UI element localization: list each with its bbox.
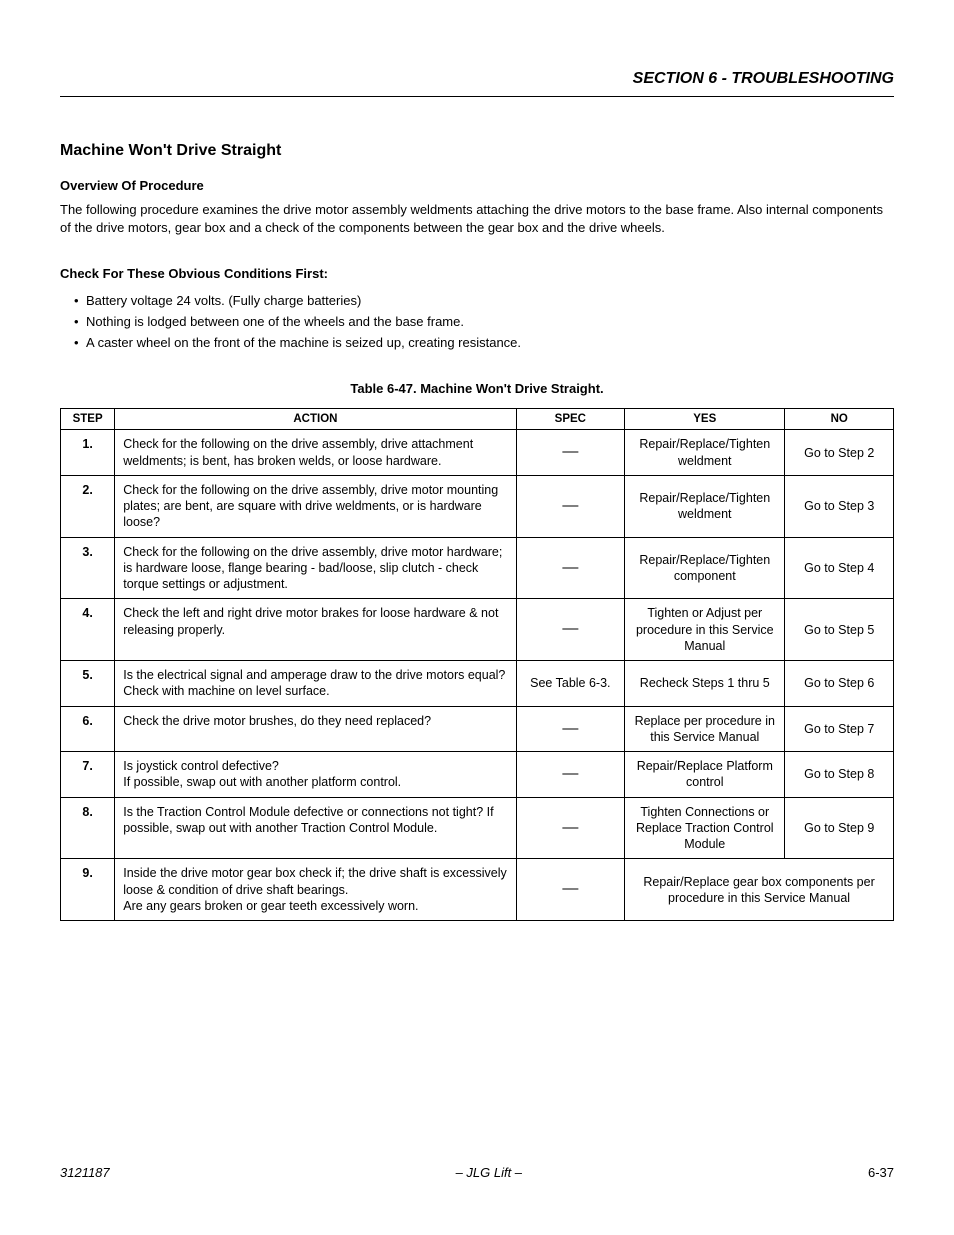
cell-action: Inside the drive motor gear box check if… — [115, 859, 516, 921]
cell-no: Go to Step 8 — [785, 752, 894, 798]
conditions-heading: Check For These Obvious Conditions First… — [60, 266, 894, 281]
cell-step: 6. — [61, 706, 115, 752]
cell-spec: See Table 6-3. — [516, 661, 624, 707]
cell-step: 9. — [61, 859, 115, 921]
cell-spec: — — [516, 475, 624, 537]
overview-text: The following procedure examines the dri… — [60, 201, 894, 236]
cell-spec: — — [516, 859, 624, 921]
condition-item: Nothing is lodged between one of the whe… — [74, 312, 894, 333]
cell-action: Check the left and right drive motor bra… — [115, 599, 516, 661]
col-action-header: ACTION — [115, 409, 516, 430]
col-no-header: NO — [785, 409, 894, 430]
cell-spec: — — [516, 599, 624, 661]
table-row: 5.Is the electrical signal and amperage … — [61, 661, 894, 707]
cell-yes: Replace per procedure in this Service Ma… — [625, 706, 785, 752]
cell-action: Is the Traction Control Module defective… — [115, 797, 516, 859]
col-yes-header: YES — [625, 409, 785, 430]
section-header: SECTION 6 - TROUBLESHOOTING — [60, 70, 894, 88]
cell-step: 8. — [61, 797, 115, 859]
table-header-row: STEP ACTION SPEC YES NO — [61, 409, 894, 430]
footer-center: – JLG Lift – — [60, 1165, 894, 1180]
cell-step: 3. — [61, 537, 115, 599]
cell-no: Go to Step 9 — [785, 797, 894, 859]
col-spec-header: SPEC — [516, 409, 624, 430]
cell-no: Go to Step 3 — [785, 475, 894, 537]
table-row: 4.Check the left and right drive motor b… — [61, 599, 894, 661]
table-row: 1.Check for the following on the drive a… — [61, 430, 894, 476]
cell-yes: Repair/Replace/Tighten weldment — [625, 430, 785, 476]
cell-action: Check for the following on the drive ass… — [115, 430, 516, 476]
page-footer: 3121187 6-37 – JLG Lift – — [60, 1165, 894, 1180]
table-row: 8.Is the Traction Control Module defecti… — [61, 797, 894, 859]
troubleshooting-table: STEP ACTION SPEC YES NO 1.Check for the … — [60, 408, 894, 921]
cell-yes: Recheck Steps 1 thru 5 — [625, 661, 785, 707]
cell-no: Go to Step 5 — [785, 599, 894, 661]
cell-no: Go to Step 4 — [785, 537, 894, 599]
cell-no: Go to Step 6 — [785, 661, 894, 707]
cell-action: Is the electrical signal and amperage dr… — [115, 661, 516, 707]
cell-step: 4. — [61, 599, 115, 661]
table-row: 7.Is joystick control defective? If poss… — [61, 752, 894, 798]
cell-yes: Tighten Connections or Replace Traction … — [625, 797, 785, 859]
cell-spec: — — [516, 797, 624, 859]
cell-no: Go to Step 2 — [785, 430, 894, 476]
cell-yes: Repair/Replace/Tighten weldment — [625, 475, 785, 537]
page-title: Machine Won't Drive Straight — [60, 142, 894, 160]
footer-left: 3121187 — [60, 1165, 110, 1180]
cell-yes-no-merged: Repair/Replace gear box components per p… — [625, 859, 894, 921]
condition-item: Battery voltage 24 volts. (Fully charge … — [74, 291, 894, 312]
table-row: 2.Check for the following on the drive a… — [61, 475, 894, 537]
cell-step: 7. — [61, 752, 115, 798]
cell-spec: — — [516, 430, 624, 476]
cell-action: Is joystick control defective? If possib… — [115, 752, 516, 798]
table-caption: Table 6-47. Machine Won't Drive Straight… — [60, 381, 894, 396]
conditions-list: Battery voltage 24 volts. (Fully charge … — [60, 291, 894, 353]
cell-yes: Repair/Replace Platform control — [625, 752, 785, 798]
cell-spec: — — [516, 537, 624, 599]
overview-heading: Overview Of Procedure — [60, 178, 894, 193]
footer-right: 6-37 — [868, 1165, 894, 1180]
table-body: 1.Check for the following on the drive a… — [61, 430, 894, 921]
table-row: 6.Check the drive motor brushes, do they… — [61, 706, 894, 752]
cell-yes: Repair/Replace/Tighten component — [625, 537, 785, 599]
condition-item: A caster wheel on the front of the machi… — [74, 333, 894, 354]
cell-step: 1. — [61, 430, 115, 476]
cell-spec: — — [516, 752, 624, 798]
table-row: 3.Check for the following on the drive a… — [61, 537, 894, 599]
cell-step: 2. — [61, 475, 115, 537]
cell-action: Check the drive motor brushes, do they n… — [115, 706, 516, 752]
cell-action: Check for the following on the drive ass… — [115, 475, 516, 537]
cell-yes: Tighten or Adjust per procedure in this … — [625, 599, 785, 661]
cell-no: Go to Step 7 — [785, 706, 894, 752]
col-step-header: STEP — [61, 409, 115, 430]
cell-spec: — — [516, 706, 624, 752]
header-rule — [60, 96, 894, 97]
table-row: 9.Inside the drive motor gear box check … — [61, 859, 894, 921]
cell-action: Check for the following on the drive ass… — [115, 537, 516, 599]
cell-step: 5. — [61, 661, 115, 707]
